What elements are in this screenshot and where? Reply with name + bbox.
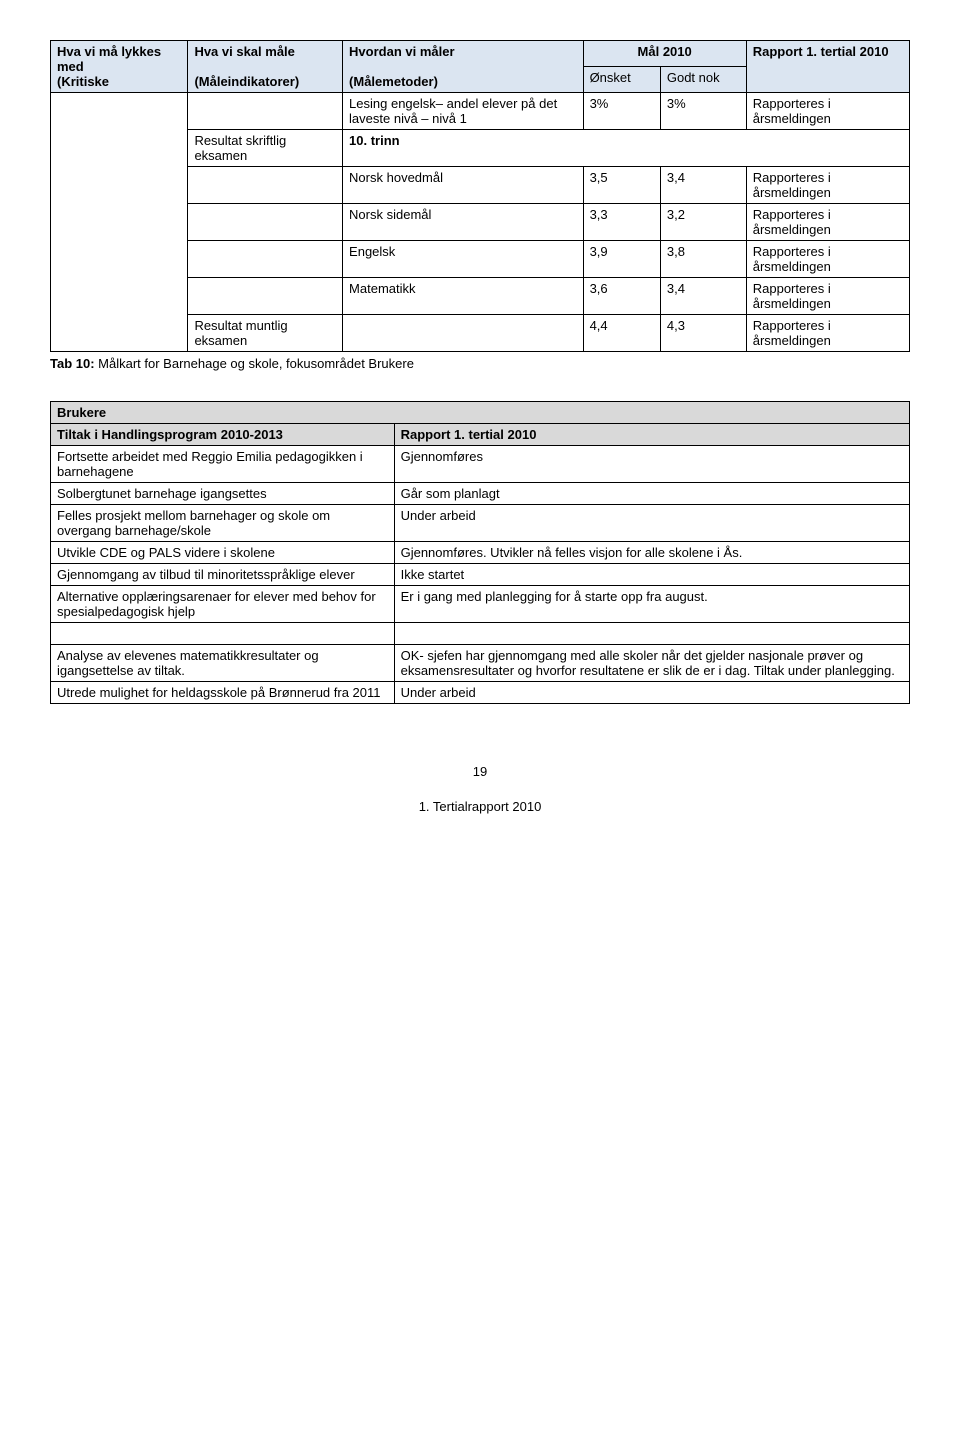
page-number: 19 <box>50 764 910 779</box>
cell: 3,3 <box>583 204 660 241</box>
caption-prefix: Tab 10: <box>50 356 98 371</box>
cell: 3% <box>660 93 746 130</box>
cell-blank <box>51 93 188 352</box>
cell: Ikke startet <box>394 564 909 586</box>
cell: Resultat skriftlig eksamen <box>188 130 343 167</box>
subhead-a: Tiltak i Handlingsprogram 2010-2013 <box>51 424 395 446</box>
cell: 3,5 <box>583 167 660 204</box>
hdr-rapport: Rapport 1. tertial 2010 <box>746 41 909 93</box>
cell: Alternative opplæringsarenaer for elever… <box>51 586 395 623</box>
cell: Rapporteres i årsmeldingen <box>746 315 909 352</box>
cell: 10. trinn <box>343 130 910 167</box>
cell: 3% <box>583 93 660 130</box>
cell: Rapporteres i årsmeldingen <box>746 241 909 278</box>
hdr-maaler: Hvordan vi måler (Målemetoder) <box>343 41 584 93</box>
cell: Utvikle CDE og PALS videre i skolene <box>51 542 395 564</box>
cell: 4,3 <box>660 315 746 352</box>
table-row: Utvikle CDE og PALS videre i skolene Gje… <box>51 542 910 564</box>
hdr-maale-a: Hva vi skal måle <box>194 44 294 59</box>
hdr-maal2010: Mål 2010 <box>583 41 746 67</box>
hdr-lykkes: Hva vi må lykkes med (Kritiske <box>51 41 188 93</box>
cell: 4,4 <box>583 315 660 352</box>
cell: 3,8 <box>660 241 746 278</box>
cell <box>343 315 584 352</box>
cell <box>188 241 343 278</box>
cell: Engelsk <box>343 241 584 278</box>
hdr-lykkes-a: Hva vi må lykkes med <box>57 44 161 74</box>
cell: Rapporteres i årsmeldingen <box>746 204 909 241</box>
cell: Gjennomføres <box>394 446 909 483</box>
cell <box>188 278 343 315</box>
cell: Fortsette arbeidet med Reggio Emilia ped… <box>51 446 395 483</box>
table-row: Utrede mulighet for heldagsskole på Brøn… <box>51 682 910 704</box>
cell: Under arbeid <box>394 505 909 542</box>
hdr-maaler-a: Hvordan vi måler <box>349 44 455 59</box>
table-brukere: Brukere Tiltak i Handlingsprogram 2010-2… <box>50 401 910 704</box>
cell: 3,2 <box>660 204 746 241</box>
table-subhead-row: Tiltak i Handlingsprogram 2010-2013 Rapp… <box>51 424 910 446</box>
cell: 3,9 <box>583 241 660 278</box>
table-row: Lesing engelsk– andel elever på det lave… <box>51 93 910 130</box>
hdr-onsket: Ønsket <box>583 67 660 93</box>
table-row: Solbergtunet barnehage igangsettes Går s… <box>51 483 910 505</box>
table-row: Analyse av elevenes matematikkresultater… <box>51 645 910 682</box>
cell: Er i gang med planlegging for å starte o… <box>394 586 909 623</box>
cell: Norsk sidemål <box>343 204 584 241</box>
hdr-maale: Hva vi skal måle (Måleindikatorer) <box>188 41 343 93</box>
table-maalkart: Hva vi må lykkes med (Kritiske Hva vi sk… <box>50 40 910 352</box>
cell: Under arbeid <box>394 682 909 704</box>
cell: Rapporteres i årsmeldingen <box>746 93 909 130</box>
table-spacer-row <box>51 623 910 645</box>
cell: Går som planlagt <box>394 483 909 505</box>
caption-rest: Målkart for Barnehage og skole, fokusomr… <box>98 356 414 371</box>
subhead-b: Rapport 1. tertial 2010 <box>394 424 909 446</box>
cell-blank <box>394 623 909 645</box>
table-row: Fortsette arbeidet med Reggio Emilia ped… <box>51 446 910 483</box>
table-row: Gjennomgang av tilbud til minoritetssprå… <box>51 564 910 586</box>
page-footer: 1. Tertialrapport 2010 <box>50 799 910 814</box>
cell: Solbergtunet barnehage igangsettes <box>51 483 395 505</box>
cell: Norsk hovedmål <box>343 167 584 204</box>
cell: 3,4 <box>660 278 746 315</box>
cell-blank <box>51 623 395 645</box>
cell: 3,4 <box>660 167 746 204</box>
cell: Matematikk <box>343 278 584 315</box>
cell: Utrede mulighet for heldagsskole på Brøn… <box>51 682 395 704</box>
cell: Rapporteres i årsmeldingen <box>746 167 909 204</box>
cell <box>188 204 343 241</box>
cell: Analyse av elevenes matematikkresultater… <box>51 645 395 682</box>
table-row: Alternative opplæringsarenaer for elever… <box>51 586 910 623</box>
cell <box>188 93 343 130</box>
table-title-row: Brukere <box>51 402 910 424</box>
hdr-lykkes-b: (Kritiske <box>57 74 109 89</box>
cell: Felles prosjekt mellom barnehager og sko… <box>51 505 395 542</box>
cell: OK- sjefen har gjennomgang med alle skol… <box>394 645 909 682</box>
cell: Resultat muntlig eksamen <box>188 315 343 352</box>
cell: Lesing engelsk– andel elever på det lave… <box>343 93 584 130</box>
table-header-row: Hva vi må lykkes med (Kritiske Hva vi sk… <box>51 41 910 67</box>
brukere-title: Brukere <box>51 402 910 424</box>
cell: 3,6 <box>583 278 660 315</box>
cell <box>188 167 343 204</box>
hdr-godtnok: Godt nok <box>660 67 746 93</box>
table-row: Felles prosjekt mellom barnehager og sko… <box>51 505 910 542</box>
cell: Rapporteres i årsmeldingen <box>746 278 909 315</box>
cell: Gjennomføres. Utvikler nå felles visjon … <box>394 542 909 564</box>
hdr-maale-b: (Måleindikatorer) <box>194 74 299 89</box>
hdr-maaler-b: (Målemetoder) <box>349 74 438 89</box>
table-caption: Tab 10: Målkart for Barnehage og skole, … <box>50 356 910 371</box>
cell: Gjennomgang av tilbud til minoritetssprå… <box>51 564 395 586</box>
